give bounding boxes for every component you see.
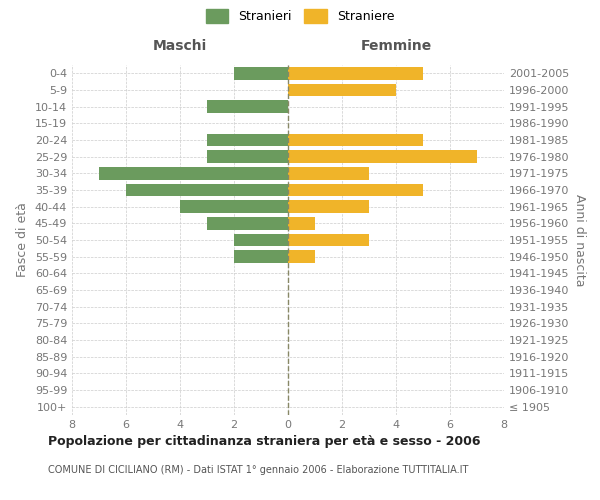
Text: COMUNE DI CICILIANO (RM) - Dati ISTAT 1° gennaio 2006 - Elaborazione TUTTITALIA.: COMUNE DI CICILIANO (RM) - Dati ISTAT 1°… [48, 465, 469, 475]
Bar [288, 250, 315, 263]
Y-axis label: Fasce di età: Fasce di età [16, 202, 29, 278]
Bar [288, 84, 396, 96]
Bar [288, 184, 423, 196]
Y-axis label: Anni di nascita: Anni di nascita [573, 194, 586, 286]
Bar [288, 67, 423, 80]
Bar [207, 217, 288, 230]
Bar [288, 234, 369, 246]
Bar [288, 167, 369, 179]
Bar [99, 167, 288, 179]
Bar [234, 234, 288, 246]
Bar [207, 134, 288, 146]
Bar [288, 217, 315, 230]
Legend: Stranieri, Straniere: Stranieri, Straniere [206, 8, 394, 23]
Bar [234, 67, 288, 80]
Text: Maschi: Maschi [153, 40, 207, 54]
Bar [234, 250, 288, 263]
Text: Popolazione per cittadinanza straniera per età e sesso - 2006: Popolazione per cittadinanza straniera p… [48, 435, 481, 448]
Bar [288, 200, 369, 213]
Bar [288, 150, 477, 163]
Bar [207, 100, 288, 113]
Bar [288, 134, 423, 146]
Text: Femmine: Femmine [361, 40, 431, 54]
Bar [126, 184, 288, 196]
Bar [207, 150, 288, 163]
Bar [180, 200, 288, 213]
